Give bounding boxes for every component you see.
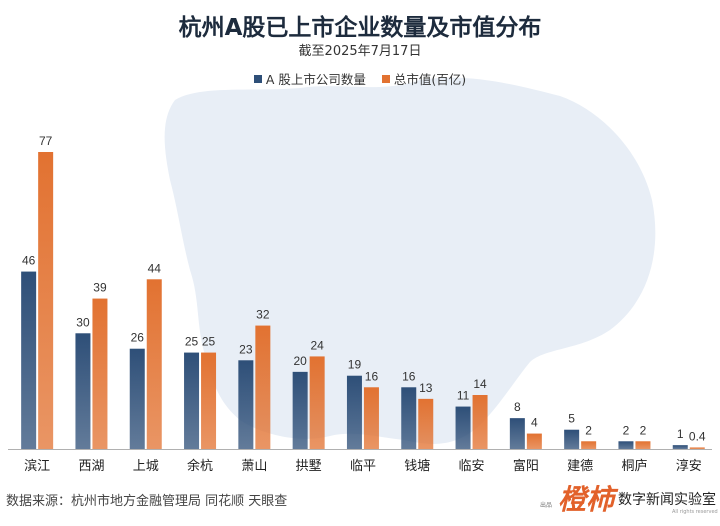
bar-count-上城 <box>129 348 145 449</box>
label-count-淳安: 1 <box>677 427 684 441</box>
logo-mark: 橙柿 <box>558 483 615 516</box>
bar-count-余杭 <box>184 352 200 449</box>
legend: A 股上市公司数量 总市值(百亿) <box>0 69 720 88</box>
x-tick-钱塘: 钱塘 <box>404 458 430 474</box>
bar-count-拱墅 <box>292 371 308 449</box>
label-count-临安: 11 <box>457 389 470 403</box>
x-tick-桐庐: 桐庐 <box>621 459 647 474</box>
label-count-拱墅: 20 <box>293 354 307 368</box>
label-count-余杭: 25 <box>185 335 199 349</box>
bar-count-淳安 <box>672 445 688 449</box>
label-count-桐庐: 2 <box>623 423 630 437</box>
bar-count-临平 <box>346 375 362 449</box>
x-tick-淳安: 淳安 <box>676 458 702 474</box>
label-value-临安: 14 <box>473 377 487 391</box>
bar-count-桐庐 <box>618 441 634 449</box>
x-tick-余杭: 余杭 <box>187 458 213 474</box>
logo-text: 数字新闻实验室 <box>618 492 716 508</box>
label-count-西湖: 30 <box>76 315 90 329</box>
bar-count-临安 <box>455 406 471 449</box>
label-count-建德: 5 <box>568 412 575 426</box>
bar-value-临安 <box>472 395 488 449</box>
bar-value-上城 <box>146 279 162 449</box>
logo-small-text: 出品 <box>540 502 553 509</box>
data-source: 数据来源：杭州市地方金融管理局 同花顺 天眼查 <box>6 494 288 509</box>
label-value-拱墅: 24 <box>310 338 324 352</box>
bar-count-滨江 <box>21 271 37 449</box>
x-tick-富阳: 富阳 <box>513 458 539 474</box>
bar-count-萧山 <box>238 360 254 449</box>
label-value-钱塘: 13 <box>419 381 433 395</box>
label-count-上城: 26 <box>131 331 145 345</box>
bar-value-滨江 <box>38 152 54 449</box>
bar-value-桐庐 <box>635 441 651 449</box>
bar-count-建德 <box>564 429 580 449</box>
x-tick-上城: 上城 <box>133 459 159 474</box>
x-tick-建德: 建德 <box>567 459 593 474</box>
label-count-钱塘: 16 <box>402 369 416 383</box>
bar-value-富阳 <box>526 433 542 449</box>
bar-count-西湖 <box>75 333 91 449</box>
legend-item-count: A 股上市公司数量 <box>253 69 366 88</box>
bar-count-钱塘 <box>401 387 417 449</box>
label-count-富阳: 8 <box>514 400 521 414</box>
logo-tiny-text: All rights reserved <box>672 509 718 515</box>
x-tick-拱墅: 拱墅 <box>296 459 322 474</box>
label-value-滨江: 77 <box>39 134 53 148</box>
label-value-淳安: 0.4 <box>689 429 706 443</box>
label-value-临平: 16 <box>365 369 379 383</box>
chart-subtitle: 截至2025年7月17日 <box>298 44 422 59</box>
bar-value-西湖 <box>92 298 108 449</box>
bar-value-建德 <box>581 441 597 449</box>
bar-value-余杭 <box>201 352 217 449</box>
label-value-桐庐: 2 <box>640 423 647 437</box>
bar-value-临平 <box>363 387 379 449</box>
x-tick-萧山: 萧山 <box>241 459 267 474</box>
label-value-建德: 2 <box>585 423 592 437</box>
legend-swatch-value <box>381 75 390 83</box>
x-tick-临安: 临安 <box>459 459 485 474</box>
chart-title: 杭州A股已上市企业数量及市值分布 <box>178 15 542 41</box>
x-tick-临平: 临平 <box>350 459 376 474</box>
bar-count-富阳 <box>509 418 525 449</box>
bar-value-萧山 <box>255 325 271 449</box>
legend-label-value: 总市值(百亿) <box>393 72 467 87</box>
bar-value-钱塘 <box>418 398 434 449</box>
label-value-上城: 44 <box>148 261 162 275</box>
legend-item-value: 总市值(百亿) <box>381 69 467 88</box>
bar-value-淳安 <box>689 447 705 449</box>
label-value-西湖: 39 <box>93 281 107 295</box>
x-tick-西湖: 西湖 <box>78 459 104 474</box>
label-value-余杭: 25 <box>202 335 216 349</box>
label-count-临平: 19 <box>348 358 362 372</box>
publisher-logo: 出品 橙柿 数字新闻实验室 All rights reserved <box>540 478 718 522</box>
hangzhou-map-silhouette <box>164 77 656 444</box>
x-tick-滨江: 滨江 <box>24 458 50 474</box>
label-count-滨江: 46 <box>22 254 36 268</box>
bar-value-拱墅 <box>309 356 325 449</box>
label-value-富阳: 4 <box>531 416 538 430</box>
legend-swatch-count <box>253 75 262 83</box>
label-value-萧山: 32 <box>256 308 270 322</box>
legend-label-count: A 股上市公司数量 <box>265 72 366 87</box>
label-count-萧山: 23 <box>239 342 253 356</box>
